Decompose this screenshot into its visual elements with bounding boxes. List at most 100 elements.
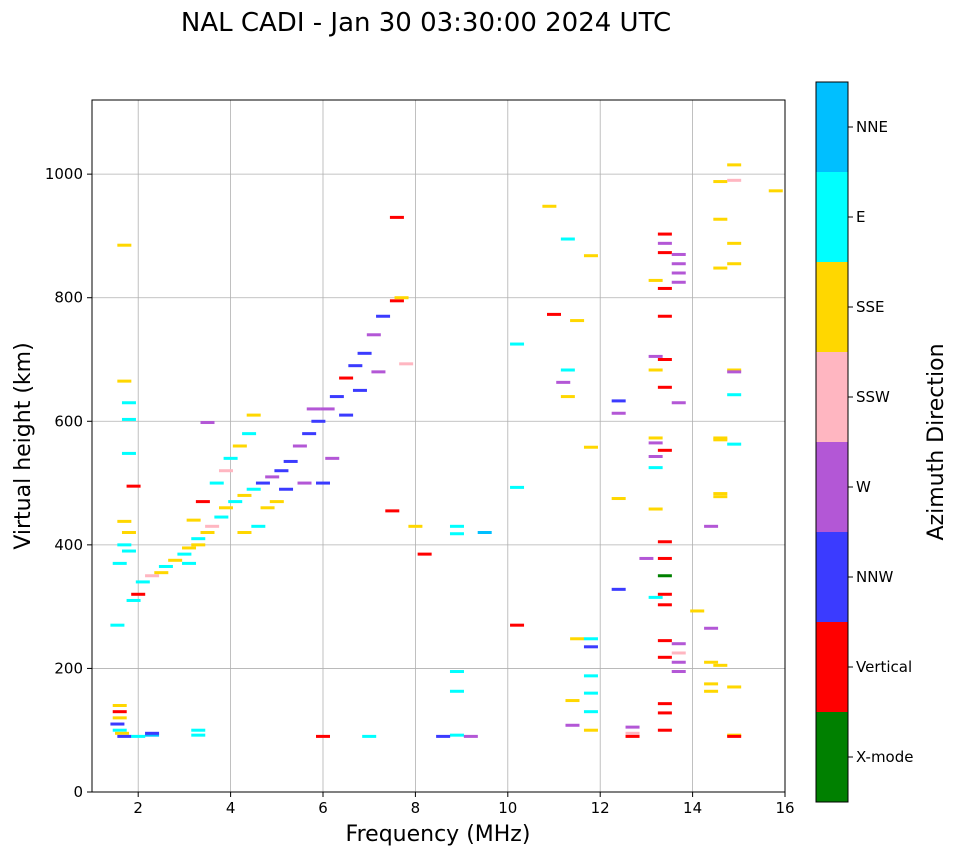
data-point-170 [713, 438, 728, 442]
colorbar-tick-label-0: X-mode [856, 748, 913, 766]
data-point-140 [657, 448, 672, 452]
data-point-124 [648, 354, 663, 358]
x-tick-label-7: 16 [775, 799, 794, 817]
data-point-115 [583, 728, 598, 732]
data-point-89 [477, 531, 492, 534]
data-point-81 [352, 388, 367, 392]
data-point-66 [223, 456, 238, 460]
data-point-185 [768, 189, 783, 193]
gridlines [92, 100, 786, 793]
data-point-126 [648, 436, 663, 440]
data-point-52 [376, 314, 391, 318]
data-point-35 [218, 506, 233, 510]
data-point-63 [195, 500, 210, 504]
data-point-171 [713, 492, 728, 496]
data-point-177 [727, 262, 742, 266]
data-point-102 [560, 368, 575, 372]
data-point-70 [200, 421, 215, 425]
data-point-90 [449, 670, 464, 674]
data-point-83 [399, 362, 414, 366]
colorbar-swatch-vertical [816, 622, 848, 712]
data-point-108 [583, 637, 598, 641]
data-point-103 [556, 380, 571, 384]
data-point-19 [131, 734, 146, 738]
data-point-53 [389, 299, 404, 303]
data-point-54 [394, 296, 409, 300]
data-point-49 [348, 364, 363, 368]
data-point-91 [449, 689, 464, 693]
y-tick-label-3: 600 [54, 412, 83, 430]
data-point-87 [449, 524, 464, 528]
data-point-58 [191, 733, 206, 737]
data-point-42 [283, 459, 298, 463]
colorbar-label: Azimuth Direction [924, 343, 949, 540]
data-point-129 [648, 466, 663, 470]
data-point-181 [727, 442, 742, 446]
data-point-71 [251, 524, 266, 528]
data-point-172 [713, 495, 728, 499]
data-point-72 [237, 531, 252, 534]
data-point-45 [311, 419, 326, 423]
data-point-100 [560, 237, 575, 241]
data-point-125 [648, 368, 663, 372]
colorbar-swatch-sse [816, 262, 848, 352]
data-point-167 [713, 217, 728, 221]
data-point-44 [302, 432, 317, 436]
data-point-99 [547, 312, 561, 316]
data-point-32 [200, 531, 215, 534]
data-point-180 [727, 393, 742, 397]
data-point-7 [110, 623, 125, 627]
data-point-169 [713, 436, 728, 440]
colorbar-tick-label-6: E [856, 208, 865, 226]
data-point-36 [228, 500, 243, 504]
data-point-5 [115, 731, 130, 735]
colorbar-swatch-e [816, 172, 848, 262]
data-point-0 [112, 704, 127, 707]
data-point-106 [583, 445, 598, 449]
data-point-15 [117, 543, 132, 547]
data-point-101 [570, 319, 585, 323]
data-point-133 [657, 232, 672, 236]
data-point-8 [117, 243, 132, 247]
data-point-131 [639, 556, 654, 560]
y-tick-label-5: 1000 [45, 165, 83, 183]
data-point-79 [306, 407, 321, 411]
data-point-56 [316, 734, 330, 738]
colorbar-swatch-x-mode [816, 712, 848, 802]
x-axis-label: Frequency (MHz) [346, 822, 531, 847]
data-point-149 [657, 711, 672, 715]
y-axis-ticks: 0 200 400 600 800 1000 [45, 165, 92, 801]
x-tick-label-2: 6 [318, 799, 328, 817]
data-point-64 [209, 481, 224, 485]
data-point-69 [246, 413, 261, 417]
data-point-141 [657, 540, 672, 544]
data-point-30 [182, 546, 197, 550]
data-point-88 [449, 532, 464, 536]
data-points [110, 163, 783, 738]
data-point-14 [121, 531, 136, 534]
data-point-3 [110, 722, 125, 726]
data-point-76 [297, 481, 312, 485]
data-point-119 [611, 587, 626, 591]
data-point-109 [583, 645, 598, 649]
data-point-28 [168, 558, 183, 562]
data-point-85 [408, 524, 423, 528]
data-point-146 [657, 639, 672, 643]
data-point-174 [727, 163, 742, 167]
data-point-55 [389, 215, 404, 219]
data-point-122 [625, 734, 640, 738]
data-point-148 [657, 702, 672, 706]
x-tick-label-4: 10 [498, 799, 517, 817]
data-point-161 [704, 524, 719, 528]
data-point-39 [255, 481, 270, 485]
data-point-59 [191, 728, 206, 732]
data-point-74 [269, 500, 284, 504]
data-point-159 [671, 651, 686, 655]
data-point-182 [727, 685, 742, 689]
colorbar: X-mode Vertical NNW W SSW SSE E NNE [815, 81, 913, 803]
x-axis-ticks: 2 4 6 8 10 12 14 16 [133, 792, 795, 817]
data-point-152 [671, 262, 686, 266]
data-point-37 [237, 493, 252, 497]
data-point-94 [463, 734, 478, 738]
